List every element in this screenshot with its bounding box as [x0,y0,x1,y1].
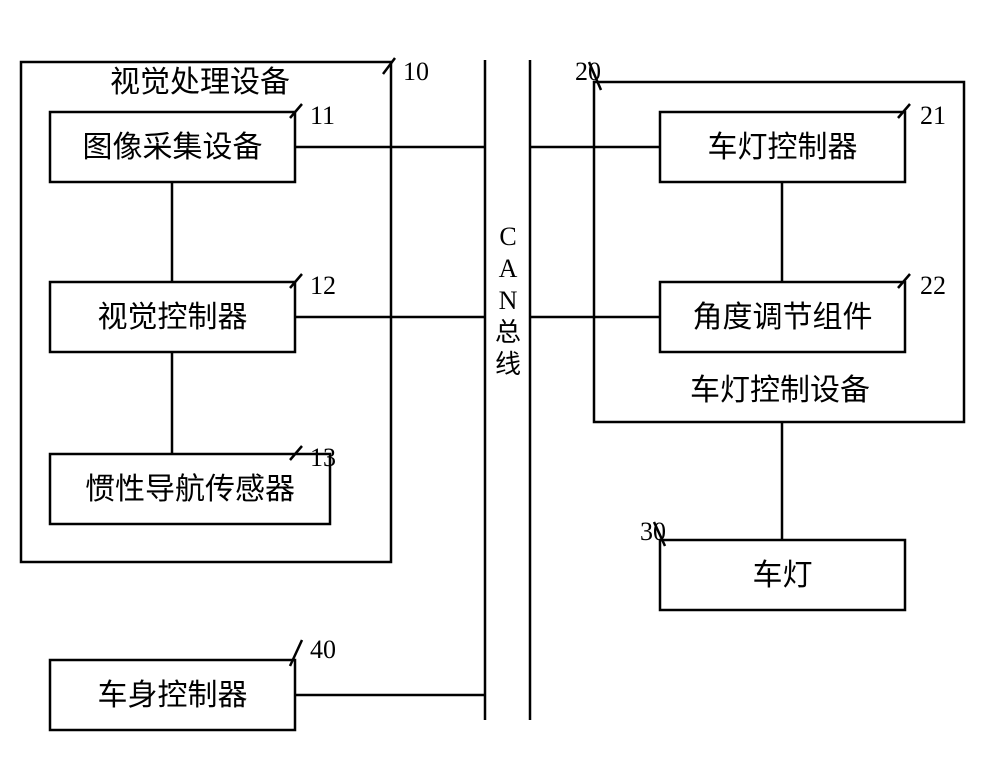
group-lamp-control-num: 20 [575,57,601,86]
box-image-capture-label: 图像采集设备 [83,131,263,164]
can-bus-label-char: 总 [495,318,521,347]
box-lamp-controller-num: 21 [920,101,946,130]
box-angle-adjust-label: 角度调节组件 [693,301,873,334]
diagram-canvas: CAN总线 视觉处理设备 10 车灯控制设备 20 图像采集设备 11 视觉控制器 12 惯性导航… [0,0,1000,769]
box-inertial-nav-sensor-num: 13 [310,443,336,472]
box-lamp-controller-label: 车灯控制器 [708,131,858,164]
box-body-controller-label: 车身控制器 [98,679,248,712]
box-lamp-num: 30 [640,517,666,546]
can-bus-label-char: N [499,286,518,315]
box-visual-controller-num: 12 [310,271,336,300]
box-body-controller-num: 40 [310,635,336,664]
box-angle-adjust-num: 22 [920,271,946,300]
box-image-capture-num: 11 [310,101,335,130]
can-bus-label-char: C [499,222,516,251]
box-visual-controller-label: 视觉控制器 [98,301,248,334]
box-lamp-label: 车灯 [753,559,813,592]
can-bus-label-char: A [499,254,518,283]
group-lamp-control-title: 车灯控制设备 [690,374,870,407]
group-visual-processing-title: 视觉处理设备 [110,66,290,99]
group-visual-processing-num: 10 [403,57,429,86]
can-bus-label-char: 线 [495,350,521,379]
group-visual-processing-leader [383,58,395,74]
box-inertial-nav-sensor-label: 惯性导航传感器 [85,473,295,506]
